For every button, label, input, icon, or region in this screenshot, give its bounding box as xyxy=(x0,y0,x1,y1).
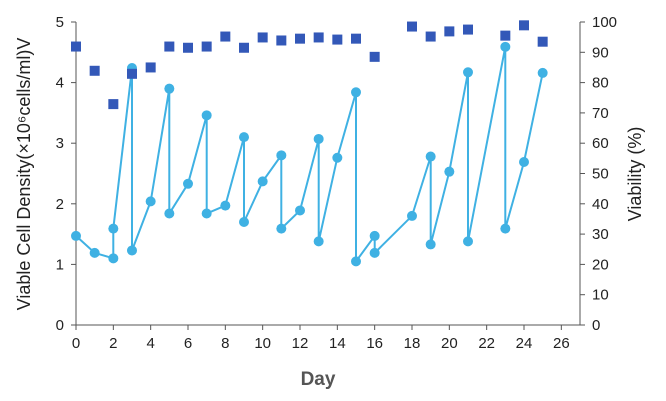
y-left-tick-label: 2 xyxy=(56,196,64,213)
x-tick-label: 22 xyxy=(478,335,495,352)
axes-layer: 0 2 4 6 8 10 12 14 16 18 20 22 24 2601234501020304050… xyxy=(56,14,617,352)
y-left-tick-label: 3 xyxy=(56,135,64,152)
y-right-axis-title: Viability (%) xyxy=(625,127,645,222)
vcd-data-point xyxy=(519,156,529,167)
vcd-data-point xyxy=(425,239,436,250)
vcd-data-point xyxy=(145,196,156,207)
y-right-tick-label: 60 xyxy=(592,135,609,152)
x-tick-label: 4 xyxy=(146,335,154,352)
vcd-data-point xyxy=(369,247,380,258)
vcd-data-point xyxy=(164,83,175,94)
x-tick-label: 14 xyxy=(329,335,346,352)
viability-data-point xyxy=(500,30,511,41)
y-right-tick-label: 40 xyxy=(592,196,609,213)
viability-data-point xyxy=(444,26,455,37)
vcd-data-point xyxy=(201,208,212,219)
vcd-data-point xyxy=(108,253,119,264)
viability-data-point xyxy=(89,65,100,76)
viability-data-point xyxy=(127,68,137,79)
y-left-tick-label: 4 xyxy=(56,75,64,92)
vcd-data-point xyxy=(220,200,231,211)
vcd-data-point xyxy=(500,41,511,52)
viability-data-point xyxy=(463,24,473,35)
x-tick-label: 20 xyxy=(441,335,458,352)
y-left-axis-title: Viable Cell Density(×10⁶cells/ml)V xyxy=(14,38,34,311)
vcd-data-point xyxy=(537,67,548,78)
x-tick-label: 24 xyxy=(516,335,533,352)
vcd-data-point xyxy=(313,133,324,144)
x-tick-label: 0 xyxy=(72,335,80,352)
y-right-tick-label: 90 xyxy=(592,44,609,61)
y-left-tick-label: 0 xyxy=(56,317,64,334)
viability-data-point xyxy=(108,99,119,110)
viability-data-point xyxy=(519,20,529,31)
vcd-data-point xyxy=(369,230,380,241)
viability-data-point xyxy=(537,36,548,47)
viability-data-point xyxy=(276,35,287,46)
viability-data-point xyxy=(71,41,81,52)
vcd-data-point xyxy=(351,256,361,267)
y-right-tick-label: 20 xyxy=(592,256,609,273)
vcd-data-point xyxy=(239,216,249,227)
y-left-tick-label: 5 xyxy=(56,14,64,31)
y-right-tick-label: 100 xyxy=(592,14,617,31)
x-tick-label: 8 xyxy=(221,335,229,352)
vcd-data-point xyxy=(71,230,81,241)
viability-data-point xyxy=(407,21,417,32)
vcd-series-line xyxy=(75,46,544,265)
vcd-data-point xyxy=(500,223,511,234)
y-left-tick-label: 1 xyxy=(56,256,64,273)
vcd-data-point xyxy=(239,132,249,143)
vcd-data-point xyxy=(164,208,175,219)
viability-data-point xyxy=(351,33,361,44)
x-tick-label: 6 xyxy=(184,335,192,352)
vcd-data-point xyxy=(276,223,287,234)
y-right-tick-label: 0 xyxy=(592,317,600,334)
y-right-tick-label: 10 xyxy=(592,287,609,304)
vcd-data-point xyxy=(183,178,193,189)
viability-data-point xyxy=(369,51,380,62)
vcd-data-point xyxy=(463,236,473,247)
vcd-data-point xyxy=(257,176,268,187)
y-right-tick-label: 30 xyxy=(592,226,609,243)
viability-data-point xyxy=(239,42,249,53)
vcd-data-point xyxy=(332,152,343,163)
vcd-data-point xyxy=(201,110,212,121)
x-tick-label: 16 xyxy=(366,335,383,352)
x-tick-label: 12 xyxy=(292,335,309,352)
x-tick-label: 18 xyxy=(404,335,421,352)
viability-data-point xyxy=(183,42,193,53)
x-axis-title: Day xyxy=(301,369,336,390)
x-tick-label: 26 xyxy=(553,335,570,352)
y-right-tick-label: 50 xyxy=(592,166,609,183)
vcd-data-point xyxy=(276,150,287,161)
y-right-tick-label: 70 xyxy=(592,105,609,122)
vcd-data-point xyxy=(313,236,324,247)
viability-data-point xyxy=(257,32,268,43)
vcd-data-point xyxy=(407,210,417,221)
vcd-data-point xyxy=(108,223,119,234)
vcd-data-point xyxy=(444,166,455,177)
vcd-data-point xyxy=(463,67,473,78)
viability-data-point xyxy=(201,41,212,52)
x-tick-label: 10 xyxy=(254,335,271,352)
vcd-data-point xyxy=(295,205,305,216)
vcd-data-point xyxy=(425,151,436,162)
y-right-tick-label: 80 xyxy=(592,75,609,92)
vcd-data-point xyxy=(127,245,137,256)
vcd-data-point xyxy=(351,87,361,98)
vcd-data-point xyxy=(89,247,100,258)
viability-data-point xyxy=(220,31,231,42)
viability-data-point xyxy=(313,32,324,43)
viability-data-point xyxy=(145,62,156,73)
viability-data-point xyxy=(425,31,436,42)
viability-data-point xyxy=(164,41,175,52)
x-tick-label: 2 xyxy=(109,335,117,352)
labels-layer: Viable Cell Density(×10⁶cells/ml)V Viabi… xyxy=(14,38,645,390)
viability-data-point xyxy=(332,34,343,45)
viability-data-point xyxy=(295,33,305,44)
series-layer xyxy=(71,20,548,267)
